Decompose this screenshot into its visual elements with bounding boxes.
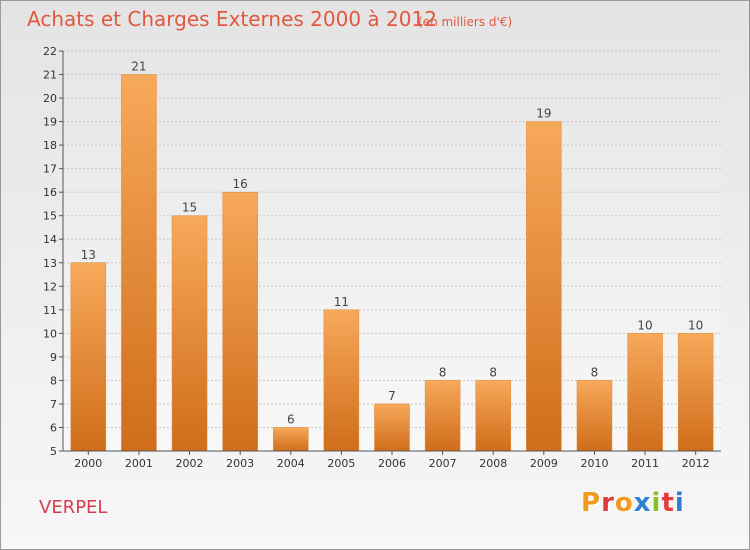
logo-letter: t xyxy=(661,488,675,518)
y-tick-label: 10 xyxy=(43,327,57,340)
y-tick-label: 15 xyxy=(43,210,57,223)
x-tick-label: 2001 xyxy=(125,457,153,470)
bar-2010 xyxy=(576,380,613,452)
logo-letter: r xyxy=(601,488,615,518)
bar-2003 xyxy=(222,191,258,452)
y-tick-label: 8 xyxy=(50,374,57,387)
logo-letter: o xyxy=(614,488,634,518)
y-tick-label: 16 xyxy=(43,186,57,199)
data-label: 8 xyxy=(489,365,497,379)
data-label: 7 xyxy=(388,389,396,403)
logo-letter: i xyxy=(674,488,685,518)
x-tick-label: 2009 xyxy=(530,457,558,470)
bar-2009 xyxy=(526,121,562,452)
data-label: 10 xyxy=(637,318,652,332)
proxiti-logo: Proxiti xyxy=(581,488,685,518)
x-tick-label: 2006 xyxy=(378,457,406,470)
y-tick-label: 18 xyxy=(43,139,57,152)
data-label: 21 xyxy=(131,60,146,74)
bar-2002 xyxy=(171,215,208,452)
y-tick-label: 21 xyxy=(43,69,57,82)
data-label: 8 xyxy=(439,365,447,379)
data-label: 6 xyxy=(287,412,295,426)
data-label: 13 xyxy=(81,248,96,262)
bar-2005 xyxy=(323,309,360,452)
x-tick-label: 2004 xyxy=(277,457,305,470)
logo-letter: P xyxy=(581,488,602,518)
bar-2008 xyxy=(475,380,511,452)
bar-2012 xyxy=(677,333,714,452)
data-label: 11 xyxy=(334,295,349,309)
y-tick-label: 20 xyxy=(43,92,57,105)
y-tick-label: 5 xyxy=(50,445,57,458)
y-tick-label: 22 xyxy=(43,45,57,58)
x-tick-label: 2002 xyxy=(176,457,204,470)
x-tick-label: 2008 xyxy=(479,457,507,470)
x-tick-label: 2003 xyxy=(226,457,254,470)
x-tick-label: 2005 xyxy=(327,457,355,470)
bar-2001 xyxy=(121,74,157,452)
bar-2000 xyxy=(70,262,107,452)
bar-2007 xyxy=(424,380,461,452)
y-tick-label: 17 xyxy=(43,163,57,176)
data-label: 8 xyxy=(591,365,599,379)
bar-2006 xyxy=(374,403,410,452)
logo-letter: i xyxy=(651,488,662,518)
x-tick-label: 2010 xyxy=(580,457,608,470)
logo-letter: x xyxy=(633,488,652,518)
x-tick-label: 2007 xyxy=(429,457,457,470)
y-tick-label: 9 xyxy=(50,351,57,364)
bar-2011 xyxy=(627,333,663,452)
data-label: 19 xyxy=(536,107,551,121)
y-tick-label: 6 xyxy=(50,421,57,434)
data-label: 15 xyxy=(182,201,197,215)
y-tick-label: 12 xyxy=(43,280,57,293)
bar-2004 xyxy=(273,427,309,452)
y-tick-label: 14 xyxy=(43,233,57,246)
x-tick-label: 2012 xyxy=(682,457,710,470)
axes: 5 6 7 8 9 10 11 12 13 14 15 16 17 18 19 20 21 22 2000 2001 2… xyxy=(43,45,721,470)
y-tick-label: 19 xyxy=(43,116,57,129)
chart-unit-label: (en milliers d'€) xyxy=(418,15,513,29)
data-label: 16 xyxy=(233,177,248,191)
y-tick-label: 13 xyxy=(43,257,57,270)
data-label: 10 xyxy=(688,318,703,332)
commune-name: VERPEL xyxy=(39,497,108,518)
x-tick-label: 2011 xyxy=(631,457,659,470)
y-tick-label: 11 xyxy=(43,304,57,317)
y-tick-label: 7 xyxy=(50,398,57,411)
chart-title: Achats et Charges Externes 2000 à 2012 xyxy=(27,7,437,31)
x-tick-label: 2000 xyxy=(74,457,102,470)
bars: 13 21 15 16 6 11 7 8 8 19 8 10 10 xyxy=(70,60,714,452)
